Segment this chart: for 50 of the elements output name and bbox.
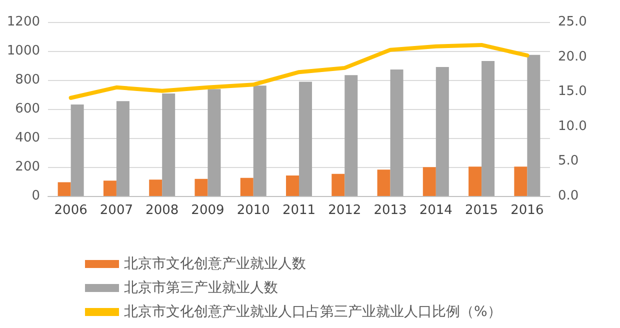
legend-label: 北京市文化创意产业就业人数	[124, 256, 306, 272]
x-tick-label: 2014	[419, 203, 452, 218]
bar	[299, 82, 312, 196]
bar	[468, 166, 482, 196]
bar	[390, 70, 404, 196]
bar	[482, 61, 495, 196]
x-tick-label: 2016	[510, 203, 544, 218]
bar	[514, 166, 528, 196]
legend-label: 北京市第三产业就业人数	[124, 280, 278, 296]
bar	[162, 93, 176, 196]
x-tick-label: 2008	[146, 203, 179, 218]
y-tick-label: 1000	[6, 44, 40, 58]
bar	[103, 180, 116, 196]
y2-tick-label: 5.0	[558, 154, 579, 169]
y2-tick-label: 15.0	[558, 84, 587, 100]
line-series	[68, 42, 530, 100]
bar	[332, 174, 345, 196]
bar	[253, 86, 266, 196]
y-tick-label: 600	[15, 102, 40, 116]
x-tick-label: 2013	[374, 203, 407, 218]
x-tick-label: 2007	[100, 203, 133, 218]
y-tick-label: 1200	[6, 14, 40, 30]
y-tick-label: 400	[15, 130, 40, 146]
bar	[194, 178, 208, 196]
y2-tick-label: 20.0	[558, 49, 587, 64]
x-tick-label: 2012	[328, 203, 362, 218]
legend-label: 北京市文化创意产业就业人口占第三产业就业人口比例（%）	[124, 304, 502, 320]
bar	[208, 89, 221, 196]
x-tick-label: 2015	[465, 203, 498, 218]
bar	[527, 54, 540, 196]
y2-tick-label: 0.0	[558, 188, 579, 204]
y2-tick-label: 10.0	[558, 118, 587, 134]
bar	[240, 178, 254, 196]
bar	[70, 104, 84, 196]
bar	[377, 170, 390, 196]
bar	[422, 167, 436, 196]
bar	[344, 75, 358, 196]
bar	[149, 180, 162, 196]
bar	[436, 66, 449, 196]
bar	[116, 101, 130, 196]
y-tick-label: 200	[15, 160, 40, 174]
y-tick-label: 800	[15, 72, 40, 88]
bar	[286, 176, 299, 196]
x-tick-label: 2010	[236, 203, 270, 218]
y-tick-label: 0	[32, 188, 40, 204]
x-tick-label: 2009	[191, 203, 224, 218]
bar	[58, 182, 71, 196]
x-tick-label: 2006	[54, 203, 88, 218]
y2-tick-label: 25.0	[558, 14, 587, 30]
x-tick-label: 2011	[282, 203, 316, 218]
